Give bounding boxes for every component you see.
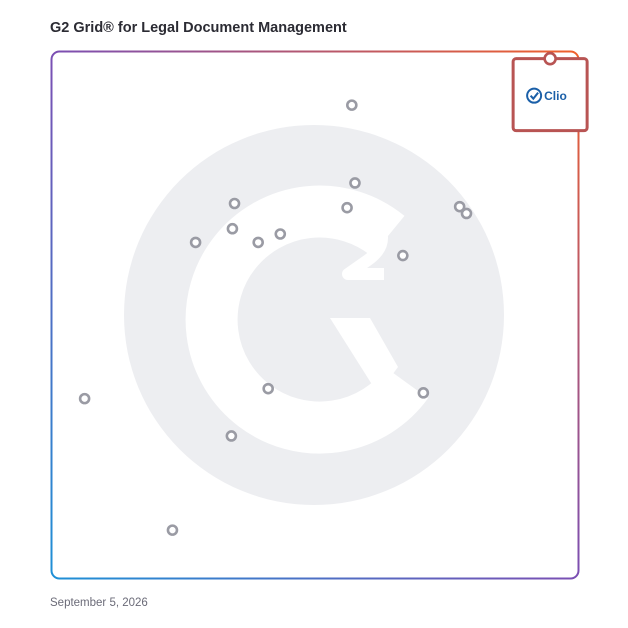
data-points bbox=[78, 99, 473, 536]
data-point[interactable] bbox=[274, 228, 287, 240]
highlight-marker[interactable] bbox=[543, 51, 557, 66]
highlight-label: Clio bbox=[544, 89, 567, 103]
data-point[interactable] bbox=[228, 197, 241, 210]
grid-border bbox=[50, 50, 580, 580]
check-icon bbox=[529, 92, 539, 101]
data-point[interactable] bbox=[460, 207, 473, 220]
page-title: G2 Grid® for Legal Document Management bbox=[50, 20, 347, 36]
data-point[interactable] bbox=[252, 236, 264, 249]
data-point[interactable] bbox=[225, 430, 238, 442]
data-point[interactable] bbox=[78, 392, 91, 405]
data-point[interactable] bbox=[346, 99, 358, 111]
report-date: September 5, 2026 bbox=[50, 597, 148, 609]
data-point[interactable] bbox=[262, 382, 274, 395]
data-point[interactable] bbox=[341, 201, 353, 214]
data-point[interactable] bbox=[226, 222, 239, 235]
data-point[interactable] bbox=[189, 236, 202, 249]
clio-logo-icon bbox=[526, 87, 543, 104]
data-point[interactable] bbox=[397, 249, 409, 262]
data-point[interactable] bbox=[349, 177, 361, 189]
highlight-callout[interactable]: Clio bbox=[511, 51, 589, 133]
data-point[interactable] bbox=[453, 200, 466, 213]
data-point[interactable] bbox=[166, 524, 179, 536]
data-point[interactable] bbox=[417, 387, 430, 399]
